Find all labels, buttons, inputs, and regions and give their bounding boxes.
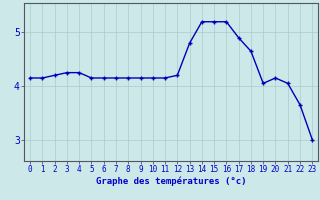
X-axis label: Graphe des températures (°c): Graphe des températures (°c) [96, 177, 246, 186]
